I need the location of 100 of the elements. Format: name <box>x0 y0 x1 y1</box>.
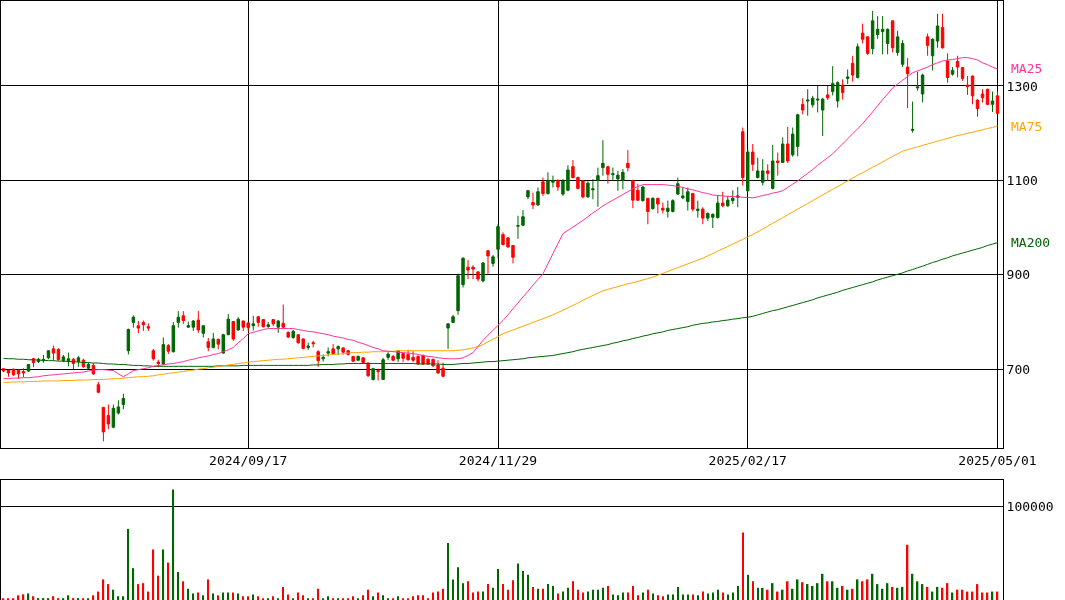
bar <box>732 592 734 600</box>
series-label: MA75 <box>1011 119 1043 134</box>
candlestick <box>291 329 295 340</box>
candlestick <box>141 320 146 332</box>
candlestick <box>800 97 805 115</box>
bar <box>467 581 469 600</box>
bar <box>582 592 584 600</box>
bar <box>157 575 160 600</box>
bar <box>652 593 654 600</box>
bar <box>622 592 624 600</box>
bar <box>552 585 554 600</box>
candlestick <box>211 332 216 349</box>
bar <box>487 584 489 600</box>
candlestick <box>925 33 930 57</box>
line-series <box>3 57 999 380</box>
bar <box>717 589 719 600</box>
bar <box>257 596 259 600</box>
bar <box>27 593 30 600</box>
candlestick <box>201 324 206 339</box>
bar <box>632 585 634 600</box>
candlestick <box>930 37 935 71</box>
bar <box>202 595 205 600</box>
candlestick <box>935 13 940 49</box>
candlestick <box>596 167 600 208</box>
bar <box>557 593 559 600</box>
bar <box>742 532 744 600</box>
bar <box>282 586 284 600</box>
bar <box>682 594 684 600</box>
bar <box>502 584 504 600</box>
candlestick <box>531 192 535 210</box>
x-tick-label: 2024/09/17 <box>209 453 288 469</box>
candlestick <box>271 318 275 327</box>
bar <box>167 562 170 600</box>
bar <box>422 595 424 600</box>
candlestick <box>960 66 965 82</box>
bar <box>362 595 364 600</box>
bar <box>372 596 374 600</box>
bar <box>227 592 230 600</box>
candlestick <box>766 163 770 182</box>
candlestick <box>970 75 975 105</box>
candlestick <box>491 254 495 268</box>
candlestick <box>641 185 645 203</box>
candlestick <box>21 367 26 378</box>
candlestick <box>196 310 201 334</box>
candlestick <box>326 346 330 357</box>
bar <box>747 574 749 600</box>
candlestick <box>351 355 355 363</box>
candlestick <box>131 314 136 329</box>
bar <box>412 596 414 600</box>
candlestick <box>940 13 945 50</box>
y-tick-label: 100000 <box>1006 498 1054 514</box>
candlestick <box>121 393 126 410</box>
bar <box>592 589 594 600</box>
bar <box>317 588 319 600</box>
bar <box>222 592 225 600</box>
candlestick <box>251 315 255 331</box>
bar <box>692 594 694 600</box>
bar <box>247 596 249 600</box>
candlestick <box>161 337 166 366</box>
bar <box>577 589 579 600</box>
bar <box>107 584 110 600</box>
candlestick <box>371 367 375 381</box>
bar <box>537 588 539 600</box>
candlestick <box>656 197 660 214</box>
bar <box>377 592 379 600</box>
series-label: MA200 <box>1011 235 1051 250</box>
candlestick <box>306 342 310 351</box>
candlestick <box>1 367 6 373</box>
bar <box>697 595 699 600</box>
candlestick <box>990 91 995 113</box>
candlestick <box>136 320 141 334</box>
bar <box>657 595 659 600</box>
bar <box>617 595 619 600</box>
candlestick <box>910 101 915 134</box>
candlestick <box>281 303 285 329</box>
candlestick <box>721 191 725 208</box>
candlestick <box>231 320 235 342</box>
candlestick <box>776 152 780 177</box>
bar <box>102 579 105 600</box>
candlestick <box>6 369 11 378</box>
candlestick <box>336 345 340 356</box>
candlestick <box>106 404 111 430</box>
bar <box>647 589 649 600</box>
candlestick <box>825 85 830 101</box>
y-tick-label: 1100 <box>1006 172 1038 188</box>
candlestick <box>606 165 610 185</box>
bar <box>177 571 180 600</box>
candlestick <box>646 197 650 225</box>
candlestick <box>486 249 490 275</box>
bar <box>572 581 574 600</box>
candlestick <box>955 55 960 78</box>
y-tick-label: 1300 <box>1006 78 1038 94</box>
bar <box>432 592 434 600</box>
candlestick <box>41 354 46 364</box>
bar <box>367 589 369 600</box>
candlestick <box>16 368 21 380</box>
candlestick <box>51 345 56 362</box>
candlestick <box>96 381 101 394</box>
bar <box>637 595 639 600</box>
bar <box>142 583 145 600</box>
